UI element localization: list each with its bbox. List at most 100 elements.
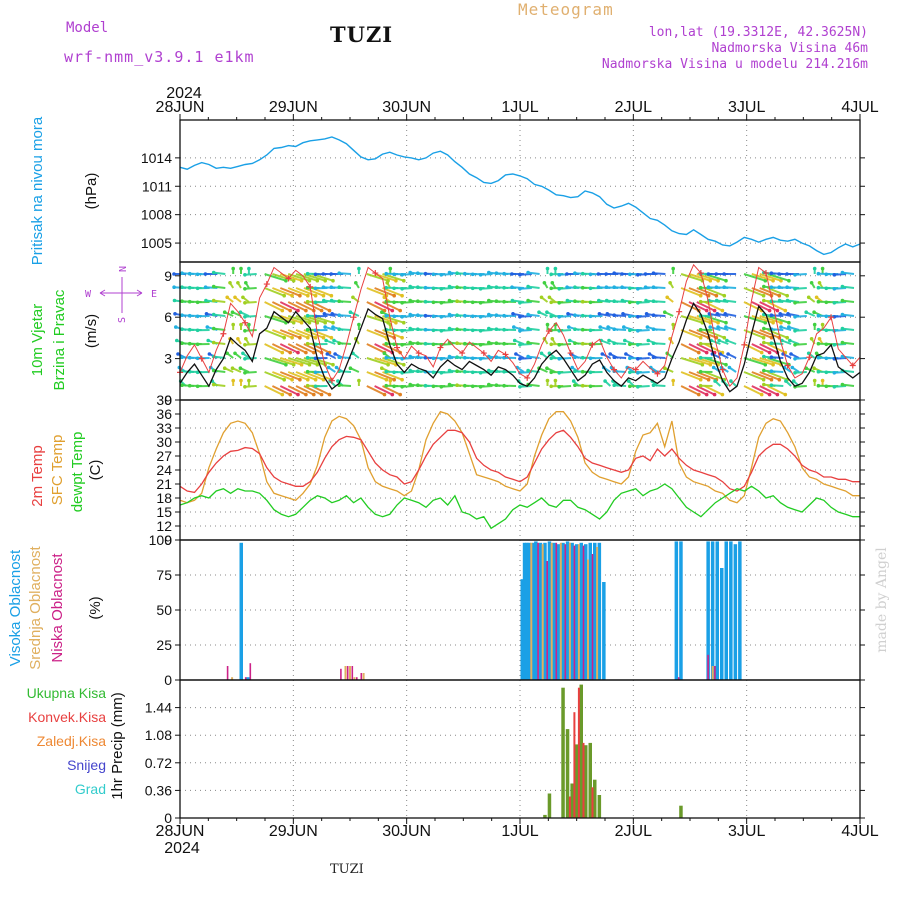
wind-arrow-head [173, 312, 177, 316]
wind-arrow [402, 287, 414, 290]
wind-arrow-head [651, 341, 656, 346]
x-year-top: 2024 [166, 85, 202, 102]
wind-arrow [834, 287, 847, 290]
wind-ylabel-2: Brzina i Pravac [51, 289, 68, 390]
cloud-mid-bar [344, 666, 347, 680]
wind-arrow [287, 301, 307, 312]
page-title: TUZI [330, 22, 394, 47]
wind-arrow-head [298, 335, 302, 340]
wind-arrow-head [408, 354, 413, 359]
wind-arrow-head [542, 281, 547, 285]
wind-arrow-head [651, 299, 656, 304]
wind-arrow-head [806, 351, 811, 356]
wind-arrow-head [487, 326, 491, 331]
wind-arrow-head [820, 322, 825, 327]
wind-arrow-head [723, 312, 727, 316]
wind-arrow [295, 301, 315, 312]
wind-arrow-head [304, 392, 308, 397]
wind-arrow-head [390, 308, 395, 313]
wind-arrow-head [816, 383, 821, 388]
wind-arrow-head [307, 278, 312, 283]
wind-arrow-head [243, 315, 247, 319]
wind-arrow [272, 287, 293, 297]
wind-arrow [794, 385, 807, 388]
wind-arrow-head [423, 383, 428, 388]
wind-arrow-head [322, 312, 327, 316]
wind-arrow-head [431, 314, 436, 319]
wind-arrow-head [700, 362, 705, 367]
wind-arrow [441, 357, 454, 360]
wind-arrow [842, 383, 855, 387]
wind-arrow-head [470, 370, 475, 375]
wind-arrow-head [704, 308, 709, 313]
wind-arrow [614, 314, 627, 317]
wind-unit: (m/s) [83, 314, 100, 348]
wind-arrow [771, 300, 784, 303]
wind-arrow [244, 273, 257, 276]
wind-arrow-head [408, 270, 413, 275]
precip-frame [179, 679, 861, 819]
wind-arrow-head [284, 278, 288, 283]
wind-arrow [339, 286, 352, 289]
wind-arrow [527, 299, 540, 303]
wind-arrow-head [329, 298, 334, 303]
wind-arrow [382, 301, 401, 312]
wind-arrow-head [211, 382, 216, 387]
pressure-series-line [179, 136, 861, 256]
wind-arrow-head [580, 369, 585, 374]
wind-arrow-head [840, 354, 845, 359]
wind-arrow-head [478, 315, 483, 319]
wind-arrow-head [400, 357, 404, 361]
wind-arrow [279, 287, 301, 297]
wind-gust-marker [220, 330, 227, 337]
wind-arrow-head [759, 350, 764, 355]
cloud-high-bar [679, 541, 683, 680]
wind-arrow-head [767, 350, 772, 355]
wind-arrow-head [447, 298, 452, 303]
wind-arrow-head [840, 284, 845, 289]
y-tick-label: 75 [156, 567, 172, 583]
wind-arrow [653, 384, 666, 387]
wind-arrow-head [671, 266, 675, 271]
wind-arrow-head [789, 352, 793, 356]
compass-e: E [151, 289, 157, 300]
wind-arrow-head [714, 335, 719, 340]
wind-arrow-head [447, 382, 452, 387]
wind-arrow [519, 357, 532, 360]
wind-arrow [303, 385, 323, 396]
wind-arrow [559, 371, 572, 374]
wind-arrow-head [643, 285, 648, 290]
wind-arrow-head [762, 382, 766, 387]
y-tick-label: 3 [164, 351, 172, 367]
wind-arrow [759, 273, 782, 282]
wind-arrow [559, 385, 572, 388]
wind-arrow-head [384, 369, 389, 374]
wind-arrow [696, 343, 716, 354]
sfc-temp-line [179, 410, 860, 504]
wind-arrow-head [722, 272, 726, 276]
cloud-high-bar [574, 544, 579, 680]
wind-arrow [374, 371, 395, 381]
wind-arrow-head [319, 308, 324, 313]
wind-arrow [794, 371, 807, 374]
wind-arrow-head [720, 392, 725, 397]
wind-arrow-head [329, 272, 334, 276]
wind-gust-marker [611, 366, 618, 373]
wind-arrow-head [759, 392, 764, 397]
wind-arrow-head [761, 293, 766, 298]
cloud-low-bar [537, 542, 539, 680]
wind-gust-marker [828, 314, 835, 321]
wind-arrow [767, 287, 788, 297]
wind-gust-line [179, 263, 861, 388]
wind-arrow-head [549, 314, 553, 319]
wind-arrow [794, 287, 807, 290]
wind-arrow [717, 312, 729, 317]
wind-arrow-head [463, 341, 467, 346]
wind-arrow-head [628, 370, 632, 375]
wind-arrow-head [384, 341, 389, 346]
x-year-bottom: 2024 [164, 840, 200, 857]
wind-arrow [834, 273, 847, 276]
wind-arrow-head [187, 383, 192, 388]
wind-arrow-head [717, 338, 721, 343]
wind-arrow-head [502, 369, 506, 374]
